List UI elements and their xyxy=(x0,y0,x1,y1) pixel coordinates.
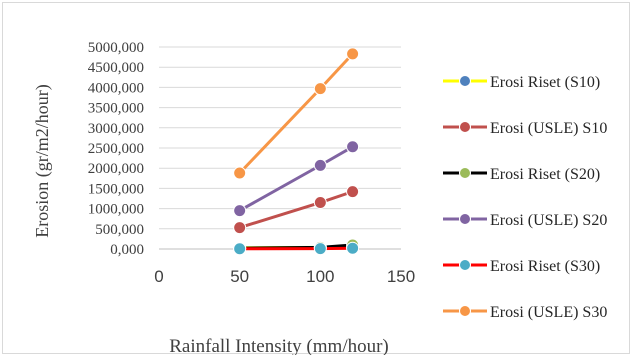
data-point xyxy=(313,82,327,96)
legend-marker xyxy=(459,75,471,87)
y-tick-label: 0,000 xyxy=(110,242,144,258)
y-tick-label: 4000,000 xyxy=(88,80,144,96)
x-tick-label: 50 xyxy=(230,267,249,286)
y-tick-label: 3500,000 xyxy=(88,101,144,117)
legend-label: Erosi (USLE) S10 xyxy=(490,120,607,137)
data-point xyxy=(233,242,247,256)
legend-label: Erosi Riset (S20) xyxy=(490,166,600,183)
legend-label: Erosi (USLE) S20 xyxy=(490,212,607,229)
legend-marker xyxy=(459,305,471,317)
legend-label: Erosi (USLE) S30 xyxy=(490,304,607,321)
data-point xyxy=(346,140,360,154)
data-point xyxy=(346,241,360,255)
y-tick-label: 1000,000 xyxy=(88,202,144,218)
x-axis-title: Rainfall Intensity (mm/hour) xyxy=(169,336,389,355)
x-tick-label: 0 xyxy=(154,267,163,286)
series-line xyxy=(239,246,353,251)
legend-marker xyxy=(459,259,471,271)
y-tick-label: 2000,000 xyxy=(88,161,144,177)
y-axis-title: Erosion (gr/m2/hour) xyxy=(32,84,53,237)
legend-marker xyxy=(459,121,471,133)
legend-label: Erosi Riset (S10) xyxy=(490,74,600,91)
y-tick-label: 4500,000 xyxy=(88,60,144,76)
data-point xyxy=(313,242,327,256)
y-tick-label: 2500,000 xyxy=(88,141,144,157)
legend-marker xyxy=(459,167,471,179)
legend-marker xyxy=(459,213,471,225)
x-tick-label: 100 xyxy=(306,267,334,286)
data-point xyxy=(346,185,360,199)
x-tick-label: 150 xyxy=(387,267,415,286)
data-point xyxy=(346,47,360,61)
legend-label: Erosi Riset (S30) xyxy=(490,258,600,275)
erosion-line-chart: 0,000 500,000 1000,000 1500,000 2000,000 2500… xyxy=(32,40,607,355)
data-point xyxy=(313,196,327,210)
data-point xyxy=(233,204,247,218)
y-tick-label: 1500,000 xyxy=(88,181,144,197)
data-point xyxy=(233,221,247,235)
data-point xyxy=(233,166,247,180)
series-line xyxy=(239,190,354,230)
data-point xyxy=(313,158,327,172)
y-tick-label: 3000,000 xyxy=(88,121,144,137)
y-tick-label: 5000,000 xyxy=(88,40,144,56)
y-tick-label: 500,000 xyxy=(95,222,144,238)
